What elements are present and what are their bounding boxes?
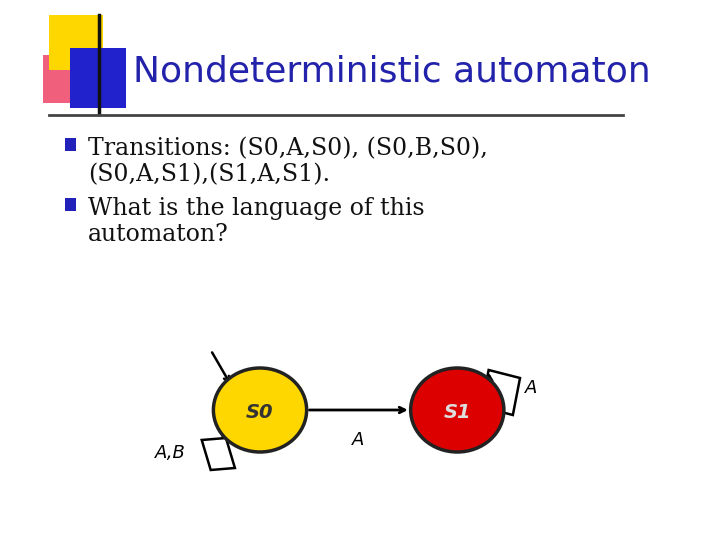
Text: A,B: A,B (155, 444, 186, 462)
Text: A: A (525, 379, 537, 397)
FancyBboxPatch shape (43, 55, 86, 103)
FancyBboxPatch shape (65, 198, 76, 211)
Text: What is the language of this: What is the language of this (88, 197, 425, 220)
Text: Nondeterministic automaton: Nondeterministic automaton (132, 55, 650, 89)
FancyBboxPatch shape (65, 138, 76, 151)
FancyBboxPatch shape (49, 15, 103, 70)
Text: Transitions: (S0,A,S0), (S0,B,S0),: Transitions: (S0,A,S0), (S0,B,S0), (88, 137, 487, 160)
Text: A: A (353, 431, 365, 449)
Text: (S0,A,S1),(S1,A,S1).: (S0,A,S1),(S1,A,S1). (88, 163, 330, 186)
Ellipse shape (213, 368, 307, 452)
Ellipse shape (410, 368, 504, 452)
Text: S1: S1 (444, 402, 471, 422)
FancyBboxPatch shape (70, 48, 125, 108)
Text: S0: S0 (246, 402, 274, 422)
Text: automaton?: automaton? (88, 223, 229, 246)
